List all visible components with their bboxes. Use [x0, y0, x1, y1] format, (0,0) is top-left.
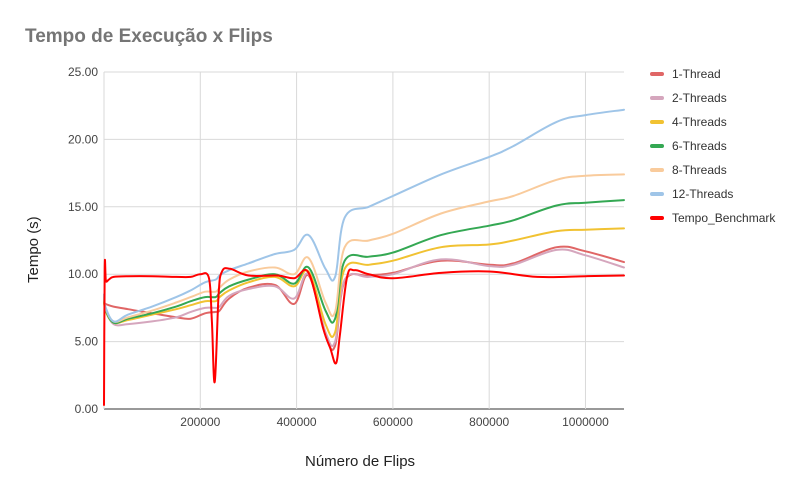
- x-tick-label: 800000: [469, 415, 509, 429]
- legend-label: 8-Threads: [672, 163, 727, 177]
- legend: 1-Thread 2-Threads 4-Threads 6-Threads 8-Thr…: [650, 62, 775, 230]
- chart-title: Tempo de Execução x Flips: [25, 26, 273, 47]
- legend-swatch: [650, 96, 664, 100]
- legend-swatch: [650, 72, 664, 76]
- legend-swatch: [650, 144, 664, 148]
- series-layer: [103, 108, 625, 406]
- tick-label-layer: 0.00 5.00 10.00 15.00 20.00 25.00 200000 400000…: [68, 65, 609, 429]
- y-tick-label: 25.00: [68, 65, 98, 79]
- legend-label: 1-Thread: [672, 67, 721, 81]
- legend-item-6-threads: 6-Threads: [650, 134, 775, 158]
- legend-label: 4-Threads: [672, 115, 727, 129]
- series-line-1-thread: [103, 245, 625, 351]
- legend-label: 12-Threads: [672, 187, 734, 201]
- legend-label: 2-Threads: [672, 91, 727, 105]
- legend-item-8-threads: 8-Threads: [650, 158, 775, 182]
- series-line-4-threads: [103, 227, 625, 338]
- legend-item-2-threads: 2-Threads: [650, 86, 775, 110]
- legend-item-tempo-benchmark: Tempo_Benchmark: [650, 206, 775, 230]
- y-tick-label: 0.00: [75, 402, 99, 416]
- y-tick-label: 10.00: [68, 267, 98, 281]
- legend-swatch: [650, 216, 664, 220]
- legend-label: Tempo_Benchmark: [672, 211, 776, 225]
- x-tick-label: 600000: [373, 415, 413, 429]
- x-tick-label: 400000: [277, 415, 317, 429]
- series-line-2-threads: [103, 248, 625, 347]
- series-line-6-threads: [103, 199, 625, 325]
- y-tick-label: 15.00: [68, 200, 98, 214]
- x-tick-label: 200000: [180, 415, 220, 429]
- x-axis-title: Número de Flips: [305, 453, 416, 470]
- x-tick-label: 1000000: [562, 415, 609, 429]
- legend-item-1-thread: 1-Thread: [650, 62, 775, 86]
- legend-swatch: [650, 168, 664, 172]
- legend-swatch: [650, 192, 664, 196]
- legend-item-4-threads: 4-Threads: [650, 110, 775, 134]
- legend-swatch: [650, 120, 664, 124]
- y-axis-title: Tempo (s): [25, 216, 42, 283]
- y-tick-label: 5.00: [75, 335, 99, 349]
- legend-label: 6-Threads: [672, 139, 727, 153]
- legend-item-12-threads: 12-Threads: [650, 182, 775, 206]
- series-line-tempo-benchmark: [103, 258, 625, 406]
- y-tick-label: 20.00: [68, 132, 98, 146]
- series-line-8-threads: [103, 173, 625, 323]
- series-line-12-threads: [103, 108, 625, 323]
